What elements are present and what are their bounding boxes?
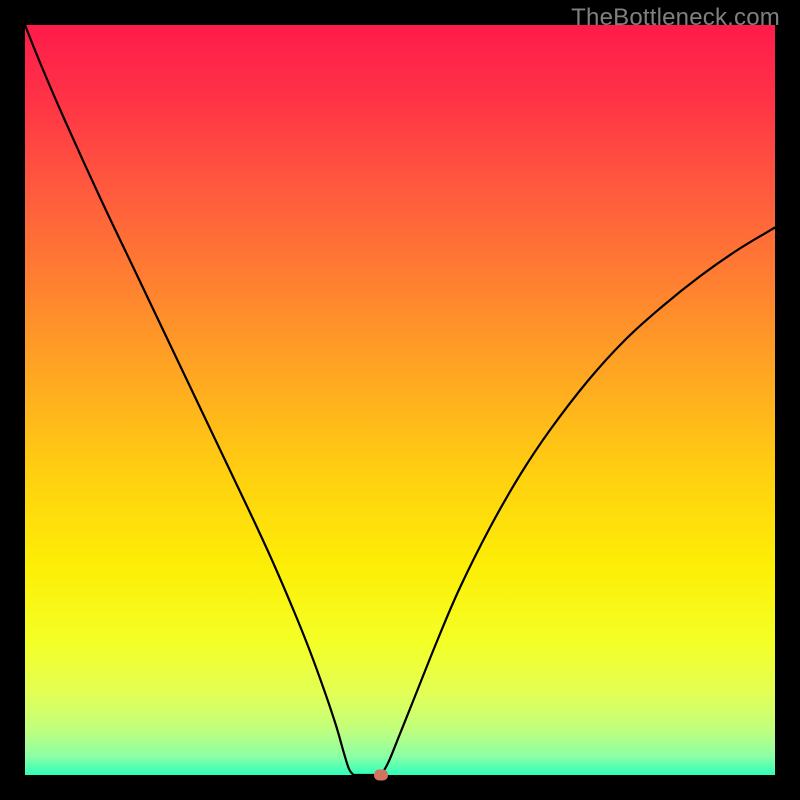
- chart-frame: TheBottleneck.com: [0, 0, 800, 800]
- watermark-text: TheBottleneck.com: [571, 4, 780, 32]
- bottleneck-curve: [25, 25, 775, 775]
- plot-area: [25, 25, 775, 775]
- optimum-marker: [374, 770, 388, 781]
